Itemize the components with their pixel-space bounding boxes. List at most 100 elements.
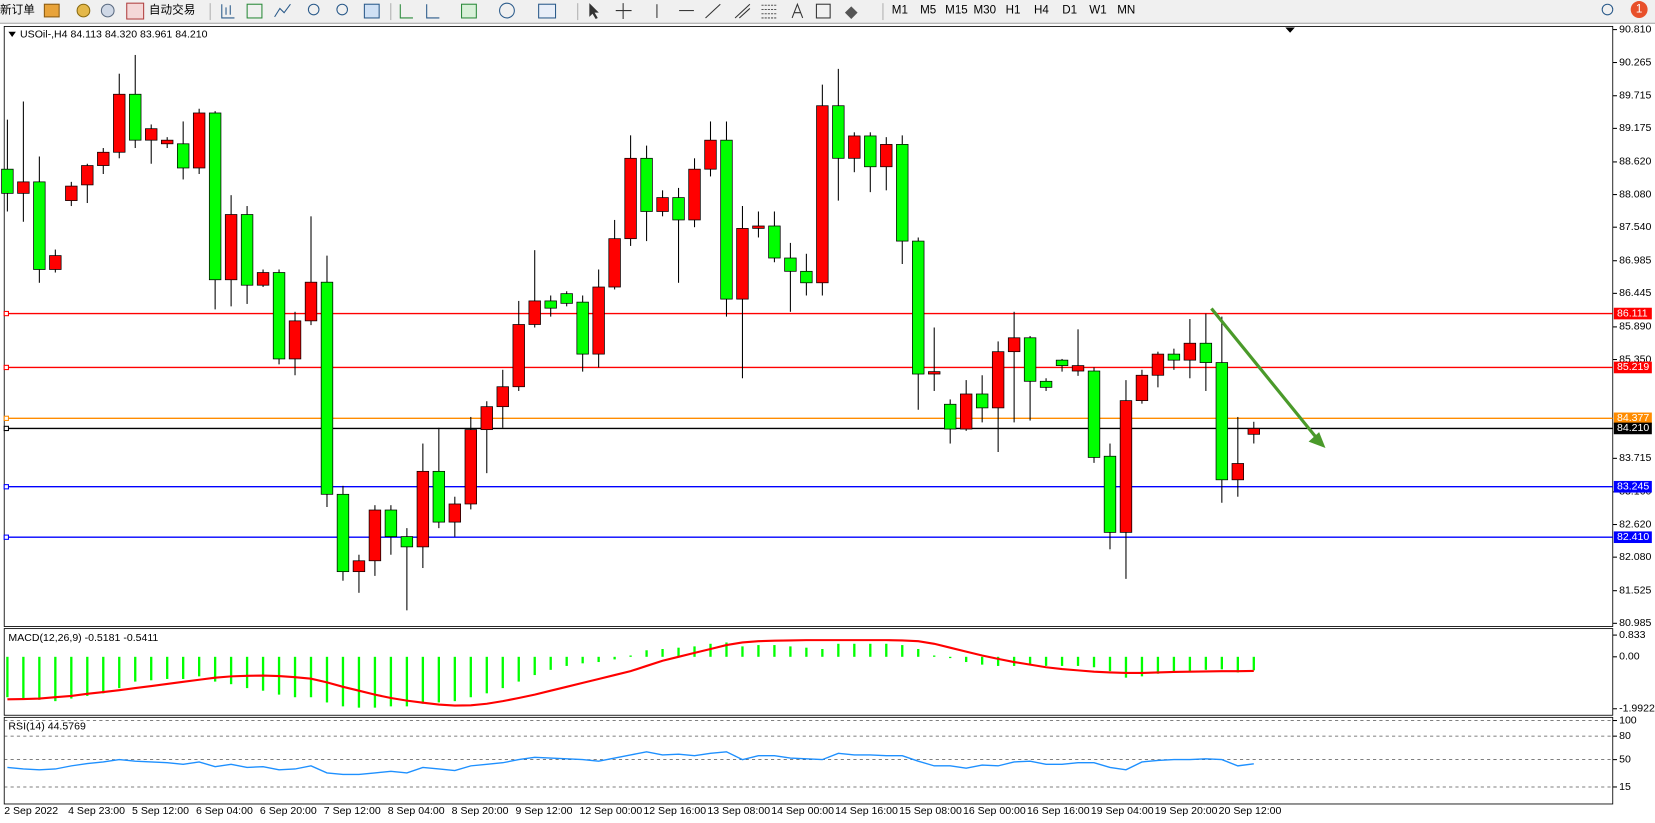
auto-trading-icon[interactable] xyxy=(126,2,145,20)
y-tick-label: 100 xyxy=(1619,714,1637,726)
x-tick-label: 8 Sep 04:00 xyxy=(388,805,445,817)
text-icon[interactable] xyxy=(791,2,804,19)
candle-body xyxy=(784,257,797,272)
x-tick-label: 16 Sep 16:00 xyxy=(1027,805,1090,817)
zoom-out-icon[interactable] xyxy=(336,3,349,16)
timeframe-button[interactable]: M5 xyxy=(920,4,936,17)
timeframe-button[interactable]: M1 xyxy=(892,4,908,17)
rsi-title: RSI(14) 44.5769 xyxy=(8,721,86,733)
y-tick-label: 86.985 xyxy=(1619,255,1651,267)
periods-icon[interactable] xyxy=(499,2,515,19)
timeframe-button[interactable]: H1 xyxy=(1006,4,1021,17)
indicators-icon[interactable] xyxy=(461,3,477,19)
zoom-in-icon[interactable] xyxy=(307,3,320,16)
icon[interactable] xyxy=(43,3,60,18)
y-tick-label: 90.810 xyxy=(1619,23,1651,35)
candle-body xyxy=(145,128,158,141)
bar-chart-icon[interactable] xyxy=(221,4,235,19)
shift-marker xyxy=(1285,27,1295,33)
cursor-icon[interactable] xyxy=(589,3,599,20)
candle-body xyxy=(848,135,861,159)
x-tick-label: 6 Sep 20:00 xyxy=(260,805,317,817)
icon[interactable] xyxy=(76,3,91,18)
arrows-icon[interactable] xyxy=(844,6,858,20)
templates-icon[interactable] xyxy=(538,3,557,19)
level-label: 85.219 xyxy=(1617,361,1649,373)
candle-body xyxy=(97,151,110,166)
x-tick-label: 15 Sep 08:00 xyxy=(899,805,962,817)
candle-body xyxy=(864,135,877,168)
x-tick-label: 19 Sep 20:00 xyxy=(1155,805,1218,817)
crosshair-icon[interactable] xyxy=(615,3,632,20)
level-handle xyxy=(3,364,9,371)
timeframe-button[interactable]: M15 xyxy=(945,4,968,17)
x-tick-label: 9 Sep 12:00 xyxy=(516,805,573,817)
candle-body xyxy=(800,270,813,284)
candle-body xyxy=(1183,342,1197,361)
candle-body xyxy=(384,509,398,537)
candle-body xyxy=(832,105,845,159)
shift-icon[interactable] xyxy=(426,4,440,19)
y-tick-label: 89.175 xyxy=(1619,122,1651,134)
new-order-button[interactable]: 新订单 xyxy=(0,3,35,17)
search-icon[interactable] xyxy=(1601,3,1614,16)
candle-body xyxy=(1231,463,1245,481)
candle-body xyxy=(912,240,925,375)
y-tick-label: 85.890 xyxy=(1619,321,1651,333)
candle-body xyxy=(1,168,14,194)
tile-icon[interactable] xyxy=(363,3,380,19)
icon[interactable] xyxy=(100,3,115,18)
candle-body xyxy=(752,225,765,229)
chart-title: USOil-,H4 84.113 84.320 83.961 84.210 xyxy=(20,29,208,41)
candle-body xyxy=(17,181,30,194)
autoscroll-icon[interactable] xyxy=(399,4,413,19)
candle-body xyxy=(720,139,733,300)
y-tick-label: 82.620 xyxy=(1619,518,1651,530)
candle-icon[interactable] xyxy=(246,3,263,19)
trendline-icon[interactable] xyxy=(705,3,721,19)
timeframe-button[interactable]: D1 xyxy=(1062,4,1077,17)
label-icon[interactable] xyxy=(815,3,831,19)
fibo-icon[interactable] xyxy=(761,4,777,19)
candle-body xyxy=(320,281,334,495)
candle-body xyxy=(65,185,78,201)
candle-body xyxy=(560,293,573,304)
x-tick-label: 20 Sep 12:00 xyxy=(1219,805,1282,817)
timeframe-button[interactable]: M30 xyxy=(973,4,996,17)
candle-body xyxy=(1119,400,1133,533)
y-tick-label: 0.833 xyxy=(1619,629,1646,641)
x-tick-label: 14 Sep 16:00 xyxy=(835,805,898,817)
y-tick-label: -1.9922 xyxy=(1619,703,1655,715)
x-tick-label: 8 Sep 20:00 xyxy=(452,805,509,817)
x-tick-label: 7 Sep 12:00 xyxy=(324,805,381,817)
candle-body xyxy=(256,272,270,286)
level-handle xyxy=(3,425,9,432)
timeframe-button[interactable]: MN xyxy=(1117,4,1135,17)
candle-body xyxy=(1103,455,1117,533)
x-tick-label: 12 Sep 00:00 xyxy=(579,805,642,817)
line-chart-icon[interactable] xyxy=(274,3,291,18)
macd-title: MACD(12,26,9) -0.5181 -0.5411 xyxy=(8,632,158,644)
candle-body xyxy=(736,228,749,300)
x-tick-label: 6 Sep 04:00 xyxy=(196,805,253,817)
level-tag xyxy=(1613,412,1652,425)
candle-body xyxy=(113,93,126,153)
candle-body xyxy=(975,393,989,409)
y-tick-label: 88.080 xyxy=(1619,188,1651,200)
x-tick-label: 2 Sep 2022 xyxy=(4,805,58,817)
candle-body xyxy=(33,181,46,270)
auto-trading-button[interactable]: 自动交易 xyxy=(149,3,195,17)
y-tick-label: 50 xyxy=(1619,753,1631,765)
channel-icon[interactable] xyxy=(734,3,751,19)
y-tick-label: 15 xyxy=(1619,781,1631,793)
candle-body xyxy=(288,320,302,360)
x-tick-label: 13 Sep 08:00 xyxy=(707,805,770,817)
timeframe-button[interactable]: W1 xyxy=(1089,4,1106,17)
candle-body xyxy=(176,143,190,169)
candle-body xyxy=(592,286,605,355)
timeframe-button[interactable]: H4 xyxy=(1034,4,1049,17)
notification-badge[interactable] xyxy=(1630,1,1648,18)
toolbar-bg xyxy=(0,0,1655,24)
notification-count[interactable]: 1 xyxy=(1636,3,1642,16)
